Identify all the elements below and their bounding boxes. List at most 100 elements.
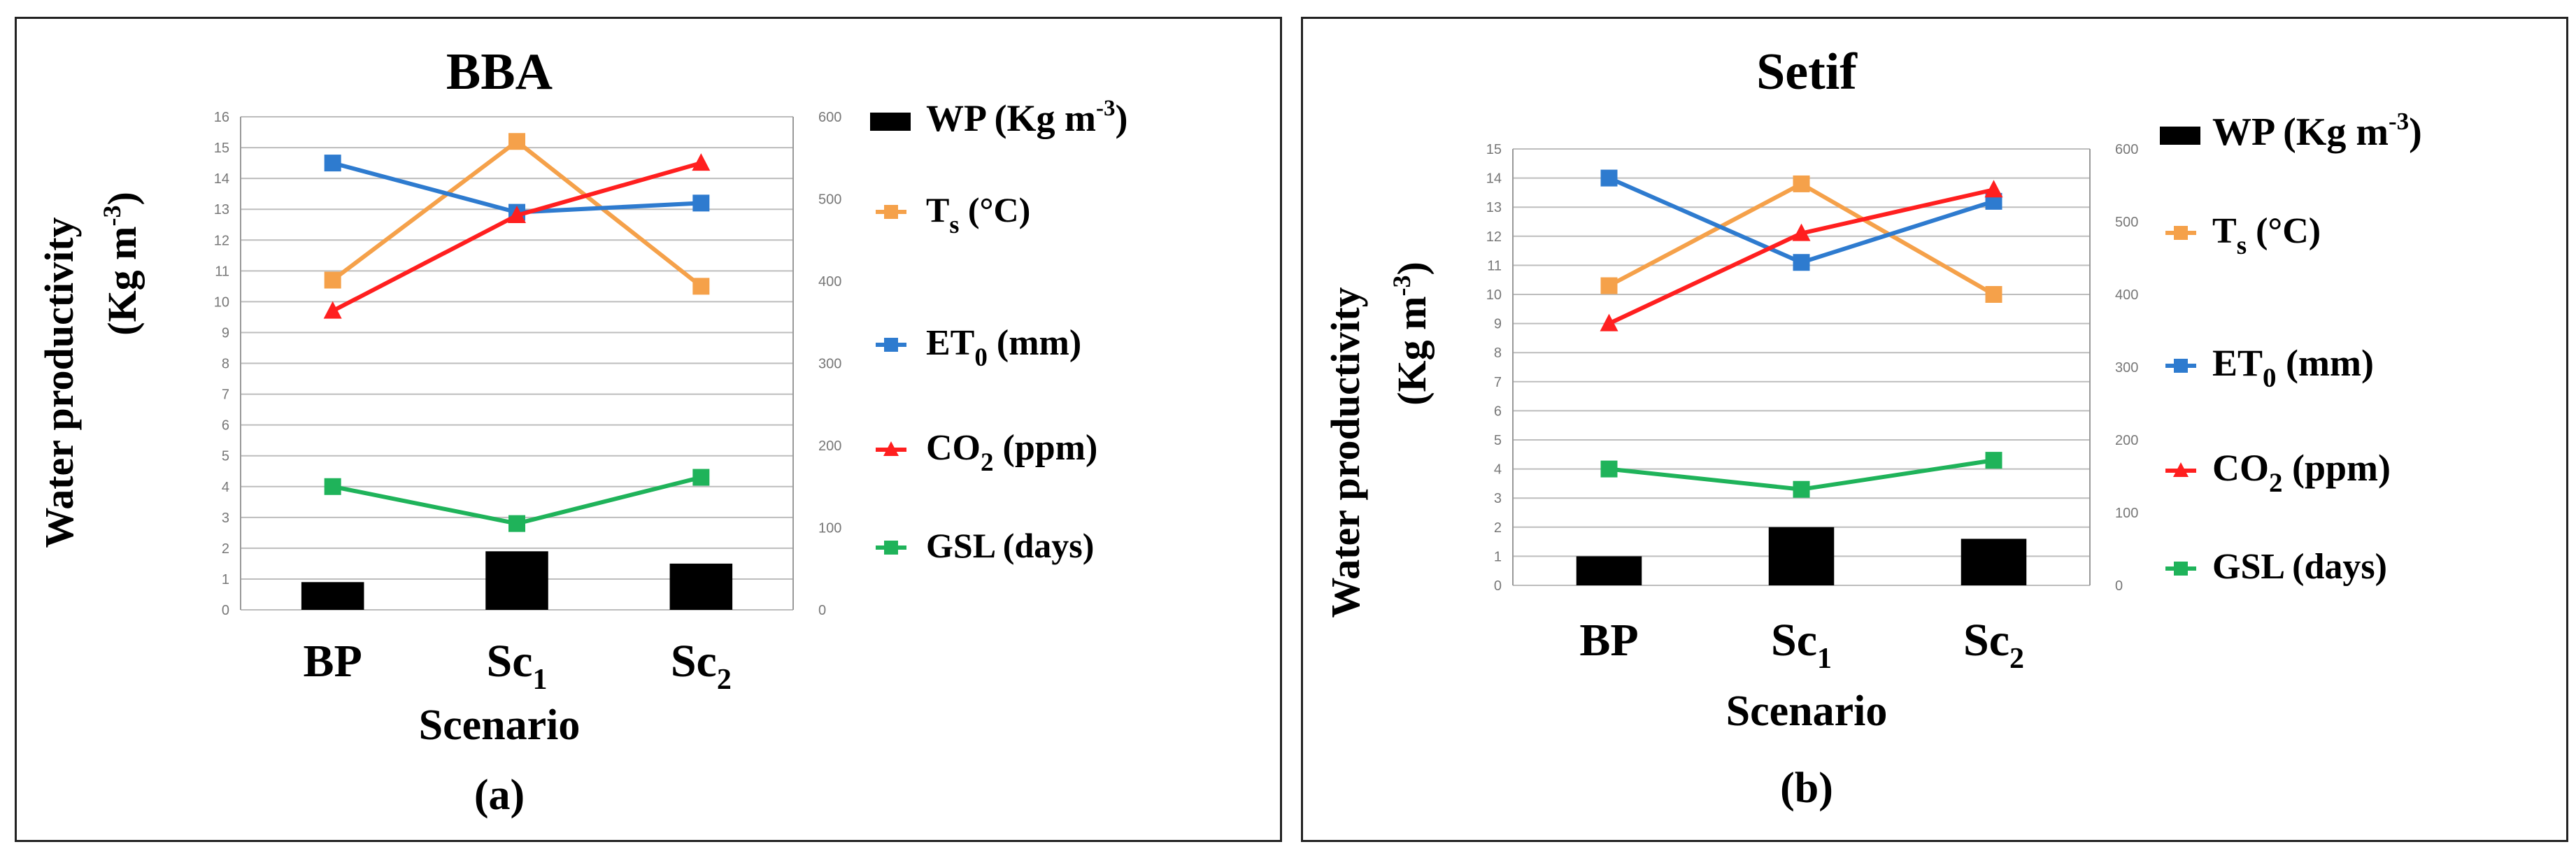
legend-label: Ts (°C): [926, 190, 1030, 238]
legend-marker: [2174, 359, 2188, 373]
chart-panel-setif: 0 1 2 3 4 5 6 7 8 9 10 11 12 13 14 15 0 100 200 300 400 500 60…: [1301, 17, 2568, 842]
series-point-et0: [692, 194, 710, 212]
legend-label: GSL (days): [2212, 547, 2387, 587]
right-tick-label: 600: [2115, 142, 2138, 157]
right-tick-label: 400: [2115, 287, 2138, 303]
y-axis-label: Water productivity: [36, 217, 82, 548]
left-tick-label: 4: [222, 480, 229, 495]
series-point-et0: [1793, 254, 1810, 271]
right-tick-label: 200: [2115, 433, 2138, 448]
series-point-co2: [1600, 313, 1618, 331]
series-point-et0: [1600, 169, 1618, 187]
panel-label: (a): [474, 771, 525, 819]
wp-bar: [301, 582, 364, 610]
series-point-co2: [1984, 180, 2003, 198]
left-tick-label: 12: [1486, 229, 1502, 245]
wp-bar: [669, 563, 733, 610]
left-tick-label: 14: [214, 171, 229, 187]
series-point-et0: [324, 155, 341, 172]
x-category-label: BP: [1579, 615, 1638, 666]
left-tick-label: 7: [1494, 375, 1502, 390]
series-point-gsl: [692, 469, 710, 486]
legend-label: CO2 (ppm): [2212, 447, 2391, 498]
left-tick-label: 9: [222, 325, 229, 341]
wp-bar: [1576, 556, 1642, 585]
left-tick-label: 14: [1486, 171, 1502, 187]
legend-marker: [2173, 462, 2189, 477]
legend-label: ET0 (mm): [2212, 342, 2374, 393]
series-point-gsl: [1985, 452, 2002, 469]
y-axis-unit: (Kg m-3): [98, 192, 145, 336]
legend-label: Ts (°C): [2212, 211, 2321, 260]
series-point-ts: [508, 133, 525, 150]
series-point-gsl: [508, 515, 525, 532]
chart-svg: 0123456789101112131415010020030040050060…: [1323, 43, 2422, 812]
left-tick-label: 0: [222, 603, 229, 618]
right-tick-label: 100: [818, 521, 841, 536]
legend-label: WP (Kg m-3): [926, 96, 1127, 139]
wp-bar: [1768, 527, 1835, 585]
legend-marker: [884, 541, 898, 555]
series-point-gsl: [1600, 460, 1618, 478]
chart-title: Setif: [1756, 43, 1858, 101]
legend-swatch-wp: [2160, 127, 2200, 145]
chart-panel-bba: 0 1 2 3 4 5 6 7 8 9 10 11 12 13 14 15 16 0 100 200 300 400 500…: [15, 17, 1282, 842]
left-tick-label: 3: [222, 511, 229, 526]
legend-label: GSL (days): [926, 526, 1094, 565]
series-point-co2: [692, 153, 711, 171]
left-tick-label: 5: [1494, 433, 1502, 448]
right-tick-label: 500: [2115, 215, 2138, 230]
series-point-ts: [324, 271, 341, 289]
left-tick-label: 4: [1494, 462, 1502, 478]
right-tick-label: 500: [818, 192, 841, 208]
right-tick-label: 400: [818, 274, 841, 290]
legend-swatch-wp: [870, 113, 911, 131]
left-tick-label: 15: [1486, 142, 1502, 157]
series-point-ts: [1600, 277, 1618, 294]
left-tick-label: 2: [222, 541, 229, 557]
legend-label: CO2 (ppm): [926, 428, 1097, 477]
left-tick-label: 6: [1494, 404, 1502, 419]
right-tick-label: 300: [2115, 360, 2138, 376]
y-axis-label: Water productivity: [1323, 287, 1368, 618]
series-point-ts: [1985, 286, 2002, 303]
left-tick-label: 3: [1494, 491, 1502, 506]
left-tick-label: 7: [222, 387, 229, 403]
wp-bar: [485, 551, 548, 610]
left-tick-label: 8: [222, 357, 229, 372]
legend-marker: [2174, 226, 2188, 240]
left-tick-label: 1: [1494, 549, 1502, 564]
left-tick-label: 9: [1494, 317, 1502, 332]
left-tick-label: 16: [214, 110, 229, 125]
left-tick-label: 10: [1486, 287, 1502, 303]
left-tick-label: 5: [222, 449, 229, 464]
left-tick-label: 15: [214, 141, 229, 156]
chart-title: BBA: [446, 43, 553, 101]
right-tick-label: 100: [2115, 506, 2138, 521]
right-tick-label: 600: [818, 110, 841, 125]
left-tick-label: 1: [222, 572, 229, 587]
legend-label: WP (Kg m-3): [2212, 108, 2422, 154]
left-tick-label: 8: [1494, 345, 1502, 361]
left-tick-label: 2: [1494, 520, 1502, 536]
x-axis-label: Scenario: [1726, 687, 1888, 735]
legend-marker: [883, 441, 899, 456]
right-tick-label: 300: [818, 357, 841, 372]
x-category-label: Sc2: [671, 636, 732, 696]
wp-bar: [1961, 539, 2027, 585]
x-category-label: Sc2: [1963, 615, 2024, 675]
left-tick-label: 13: [1486, 200, 1502, 215]
legend-marker: [2174, 562, 2188, 576]
x-category-label: Sc1: [1771, 615, 1832, 675]
left-tick-label: 13: [214, 202, 229, 217]
y-axis-unit: (Kg m-3): [1388, 262, 1435, 406]
panel-label: (b): [1780, 764, 1833, 812]
chart-svg: 0123456789101112131415160100200300400500…: [36, 43, 1127, 819]
left-tick-label: 12: [214, 233, 229, 248]
left-tick-label: 11: [215, 264, 229, 279]
right-tick-label: 200: [818, 438, 841, 454]
right-tick-label: 0: [818, 603, 826, 618]
left-tick-label: 0: [1494, 578, 1502, 594]
x-category-label: BP: [303, 636, 362, 687]
series-point-gsl: [324, 478, 341, 495]
